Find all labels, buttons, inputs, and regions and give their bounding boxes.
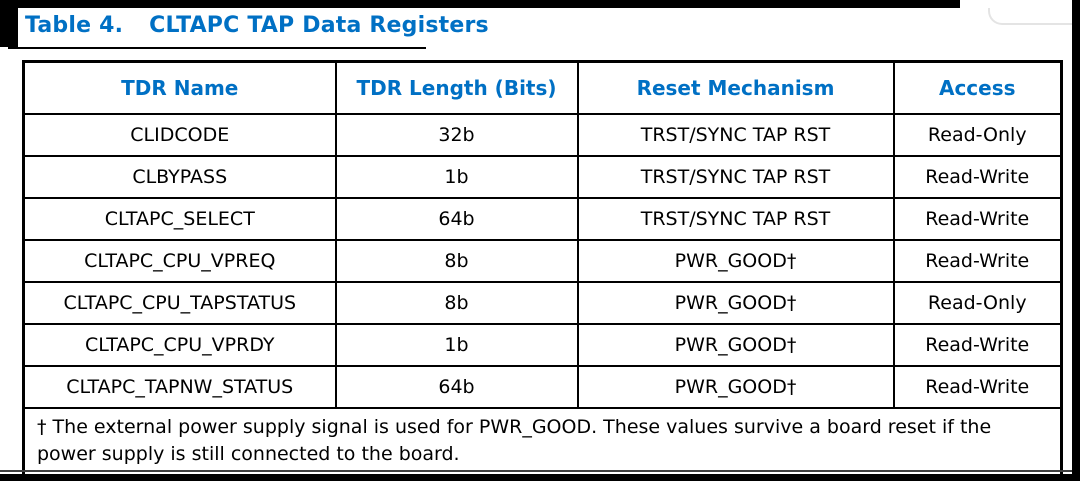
floating-control-corner xyxy=(988,8,1074,25)
table-cell: CLTAPC_CPU_VPREQ xyxy=(22,239,337,283)
table-cell: CLTAPC_SELECT xyxy=(22,197,337,241)
top-edge-bar xyxy=(0,0,960,8)
bottom-edge-bar xyxy=(0,474,1080,481)
table-cell: Read-Write xyxy=(892,323,1063,367)
top-left-edge-block xyxy=(0,0,18,47)
table-cell: 1b xyxy=(334,155,579,199)
column-header-tdr-name: TDR Name xyxy=(22,60,337,115)
table-cell: TRST/SYNC TAP RST xyxy=(576,197,895,241)
table-cell: TRST/SYNC TAP RST xyxy=(576,155,895,199)
table-row: CLTAPC_SELECT 64b TRST/SYNC TAP RST Read-Wr… xyxy=(22,197,1063,241)
column-header-tdr-length: TDR Length (Bits) xyxy=(334,60,579,115)
bottom-rule xyxy=(0,470,1080,472)
table-cell: Read-Write xyxy=(892,365,1063,409)
table-cell: Read-Write xyxy=(892,155,1063,199)
table-row: CLBYPASS 1b TRST/SYNC TAP RST Read-Write xyxy=(22,155,1063,199)
table-row: CLIDCODE 32b TRST/SYNC TAP RST Read-Only xyxy=(22,113,1063,157)
table-row: CLTAPC_CPU_VPRDY 1b PWR_GOOD† Read-Write xyxy=(22,323,1063,367)
table-row: CLTAPC_CPU_TAPSTATUS 8b PWR_GOOD† Read-Only xyxy=(22,281,1063,325)
table-cell: PWR_GOOD† xyxy=(576,365,895,409)
table-cell: Read-Write xyxy=(892,239,1063,283)
table-cell: PWR_GOOD† xyxy=(576,323,895,367)
table-caption: Table 4. CLTAPC TAP Data Registers xyxy=(25,13,489,38)
table-cell: 8b xyxy=(334,281,579,325)
table-footer: † The external power supply signal is us… xyxy=(22,407,1063,478)
table-cell: CLBYPASS xyxy=(22,155,337,199)
table-row: CLTAPC_CPU_VPREQ 8b PWR_GOOD† Read-Write xyxy=(22,239,1063,283)
table-cell: 1b xyxy=(334,323,579,367)
table-cell: Read-Only xyxy=(892,113,1063,157)
table-cell: 32b xyxy=(334,113,579,157)
table-cell: 8b xyxy=(334,239,579,283)
caption-underline xyxy=(8,47,426,49)
table-cell: CLTAPC_TAPNW_STATUS xyxy=(22,365,337,409)
table-cell: CLIDCODE xyxy=(22,113,337,157)
table-header-row: TDR Name TDR Length (Bits) Reset Mechani… xyxy=(22,60,1063,115)
right-edge-bar xyxy=(1072,0,1080,481)
table-caption-title: CLTAPC TAP Data Registers xyxy=(149,13,489,38)
table-cell: Read-Write xyxy=(892,197,1063,241)
table-cell: CLTAPC_CPU_VPRDY xyxy=(22,323,337,367)
table-cell: 64b xyxy=(334,197,579,241)
table-cell: 64b xyxy=(334,365,579,409)
table-body: CLIDCODE 32b TRST/SYNC TAP RST Read-Only CLB… xyxy=(22,113,1063,409)
table-cell: PWR_GOOD† xyxy=(576,239,895,283)
column-header-reset-mechanism: Reset Mechanism xyxy=(576,60,895,115)
table-cell: Read-Only xyxy=(892,281,1063,325)
table-cell: CLTAPC_CPU_TAPSTATUS xyxy=(22,281,337,325)
table-caption-number: Table 4. xyxy=(25,13,124,38)
table-footnote: † The external power supply signal is us… xyxy=(22,407,1063,478)
data-registers-table: TDR Name TDR Length (Bits) Reset Mechani… xyxy=(22,60,1063,478)
table-cell: PWR_GOOD† xyxy=(576,281,895,325)
column-header-access: Access xyxy=(892,60,1063,115)
table-cell: TRST/SYNC TAP RST xyxy=(576,113,895,157)
table-row: CLTAPC_TAPNW_STATUS 64b PWR_GOOD† Read-Writ… xyxy=(22,365,1063,409)
